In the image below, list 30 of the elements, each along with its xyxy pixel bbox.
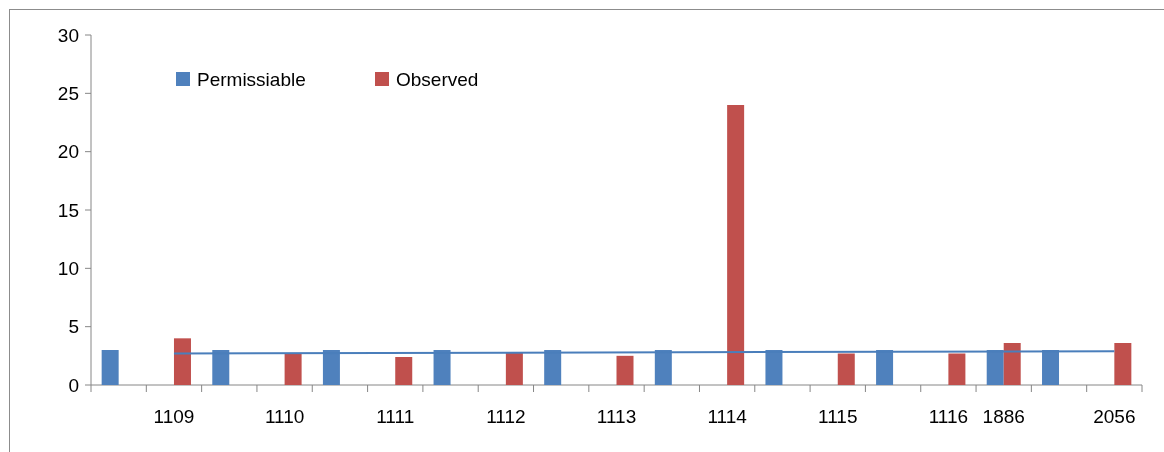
- x-tick-label: 1115: [818, 406, 858, 427]
- bar: [101, 350, 119, 385]
- y-tick-label: 25: [57, 82, 79, 104]
- bar: [616, 355, 634, 385]
- x-tick-label: 1886: [982, 406, 1025, 427]
- bar: [284, 353, 302, 385]
- x-tick-label: 1113: [596, 406, 637, 427]
- x-tick-label: 1110: [264, 406, 305, 427]
- x-tick-label: 1114: [707, 406, 748, 427]
- bar: [395, 357, 413, 385]
- bar: [1003, 343, 1021, 385]
- bar: [948, 353, 966, 385]
- legend-label: Permissiable: [197, 68, 306, 90]
- x-tick-label: 1116: [928, 406, 969, 427]
- x-tick-label: 1109: [153, 406, 195, 427]
- y-tick-label: 15: [57, 199, 79, 221]
- y-tick-label: 0: [68, 374, 79, 396]
- bar: [1114, 343, 1132, 385]
- x-tick-label: 1112: [486, 406, 526, 427]
- y-tick-label: 10: [57, 257, 79, 279]
- y-tick-label: 30: [57, 24, 79, 46]
- x-tick-label: 1111: [376, 406, 415, 427]
- y-tick-label: 5: [68, 316, 79, 338]
- bar: [837, 353, 855, 385]
- x-tick-label: 2056: [1093, 406, 1136, 427]
- bar: [505, 352, 523, 385]
- bar: [173, 338, 191, 385]
- legend-label: Observed: [396, 68, 479, 90]
- y-tick-label: 20: [57, 141, 79, 163]
- bar: [727, 105, 745, 385]
